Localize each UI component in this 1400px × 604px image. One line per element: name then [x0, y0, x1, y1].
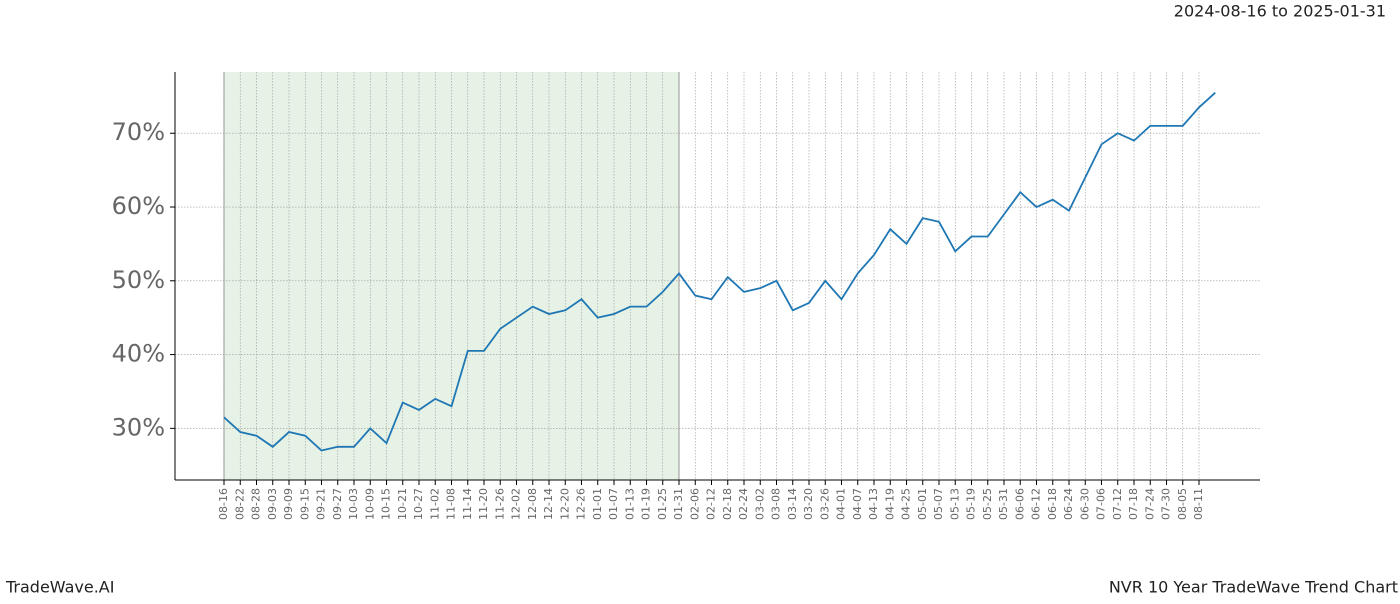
x-tick-label: 07-24 — [1143, 488, 1156, 520]
x-tick-label: 05-13 — [948, 488, 961, 520]
x-tick-label: 03-02 — [753, 488, 766, 520]
x-tick-label: 03-20 — [802, 488, 815, 520]
x-tick-label: 10-09 — [363, 488, 376, 520]
x-tick-label: 10-03 — [347, 488, 360, 520]
brand: TradeWave.AI — [5, 578, 114, 597]
x-tick-label: 05-31 — [997, 488, 1010, 520]
x-tick-label: 05-07 — [932, 488, 945, 520]
trend-line — [223, 91, 1216, 452]
y-tick-label: 60% — [112, 192, 165, 220]
x-tick-label: 11-02 — [428, 488, 441, 520]
y-tick-label: 40% — [112, 340, 165, 368]
x-tick-label: 07-12 — [1111, 488, 1124, 520]
x-tick-label: 08-28 — [250, 488, 263, 520]
x-tick-label: 08-05 — [1176, 488, 1189, 520]
x-tick-label: 05-19 — [965, 488, 978, 520]
y-tick-label: 50% — [112, 266, 165, 294]
y-tick-label: 70% — [112, 118, 165, 146]
x-tick-label: 02-06 — [688, 488, 701, 520]
x-tick-label: 06-24 — [1062, 488, 1075, 520]
y-tick-label: 30% — [112, 413, 165, 441]
x-tick-label: 06-06 — [1013, 488, 1026, 520]
x-tick-label: 05-01 — [916, 488, 929, 520]
x-tick-label: 02-18 — [721, 488, 734, 520]
x-tick-label: 08-11 — [1192, 488, 1205, 520]
x-tick-label: 04-19 — [883, 488, 896, 520]
caption: NVR 10 Year TradeWave Trend Chart — [1109, 578, 1398, 597]
x-tick-label: 12-26 — [575, 488, 588, 520]
x-tick-label: 04-25 — [900, 488, 913, 520]
x-tick-label: 01-01 — [591, 488, 604, 520]
x-tick-label: 11-08 — [445, 488, 458, 520]
x-tick-label: 03-08 — [770, 488, 783, 520]
x-tick-label: 10-27 — [412, 488, 425, 520]
x-tick-label: 02-24 — [737, 488, 750, 520]
x-tick-label: 06-12 — [1030, 488, 1043, 520]
x-tick-label: 10-15 — [380, 488, 393, 520]
x-tick-label: 01-07 — [607, 488, 620, 520]
x-tick-label: 04-07 — [851, 488, 864, 520]
x-tick-label: 04-01 — [835, 488, 848, 520]
x-tick-label: 10-21 — [396, 488, 409, 520]
x-tick-label: 04-13 — [867, 488, 880, 520]
chart-title: 2024-08-16 to 2025-01-31 — [1174, 2, 1386, 21]
x-tick-label: 11-20 — [477, 488, 490, 520]
x-tick-label: 12-02 — [510, 488, 523, 520]
x-tick-label: 08-22 — [233, 488, 246, 520]
x-tick-label: 07-06 — [1095, 488, 1108, 520]
x-tick-label: 02-12 — [705, 488, 718, 520]
x-tick-label: 03-14 — [786, 488, 799, 520]
x-tick-label: 01-31 — [672, 488, 685, 520]
x-tick-label: 01-19 — [640, 488, 653, 520]
x-tick-label: 09-27 — [331, 488, 344, 520]
x-tick-label: 12-14 — [542, 488, 555, 520]
x-tick-label: 11-26 — [493, 488, 506, 520]
x-tick-label: 07-18 — [1127, 488, 1140, 520]
x-tick-label: 05-25 — [981, 488, 994, 520]
x-tick-label: 09-03 — [266, 488, 279, 520]
x-tick-label: 12-08 — [526, 488, 539, 520]
x-tick-label: 09-21 — [315, 488, 328, 520]
x-tick-label: 08-16 — [217, 488, 230, 520]
x-tick-label: 07-30 — [1160, 488, 1173, 520]
x-tick-label: 09-15 — [298, 488, 311, 520]
x-tick-label: 11-14 — [461, 488, 474, 520]
x-tick-label: 12-20 — [558, 488, 571, 520]
x-tick-label: 06-18 — [1046, 488, 1059, 520]
x-tick-label: 06-30 — [1078, 488, 1091, 520]
x-tick-label: 03-26 — [818, 488, 831, 520]
x-tick-label: 01-25 — [656, 488, 669, 520]
x-tick-label: 01-13 — [623, 488, 636, 520]
x-tick-label: 09-09 — [282, 488, 295, 520]
